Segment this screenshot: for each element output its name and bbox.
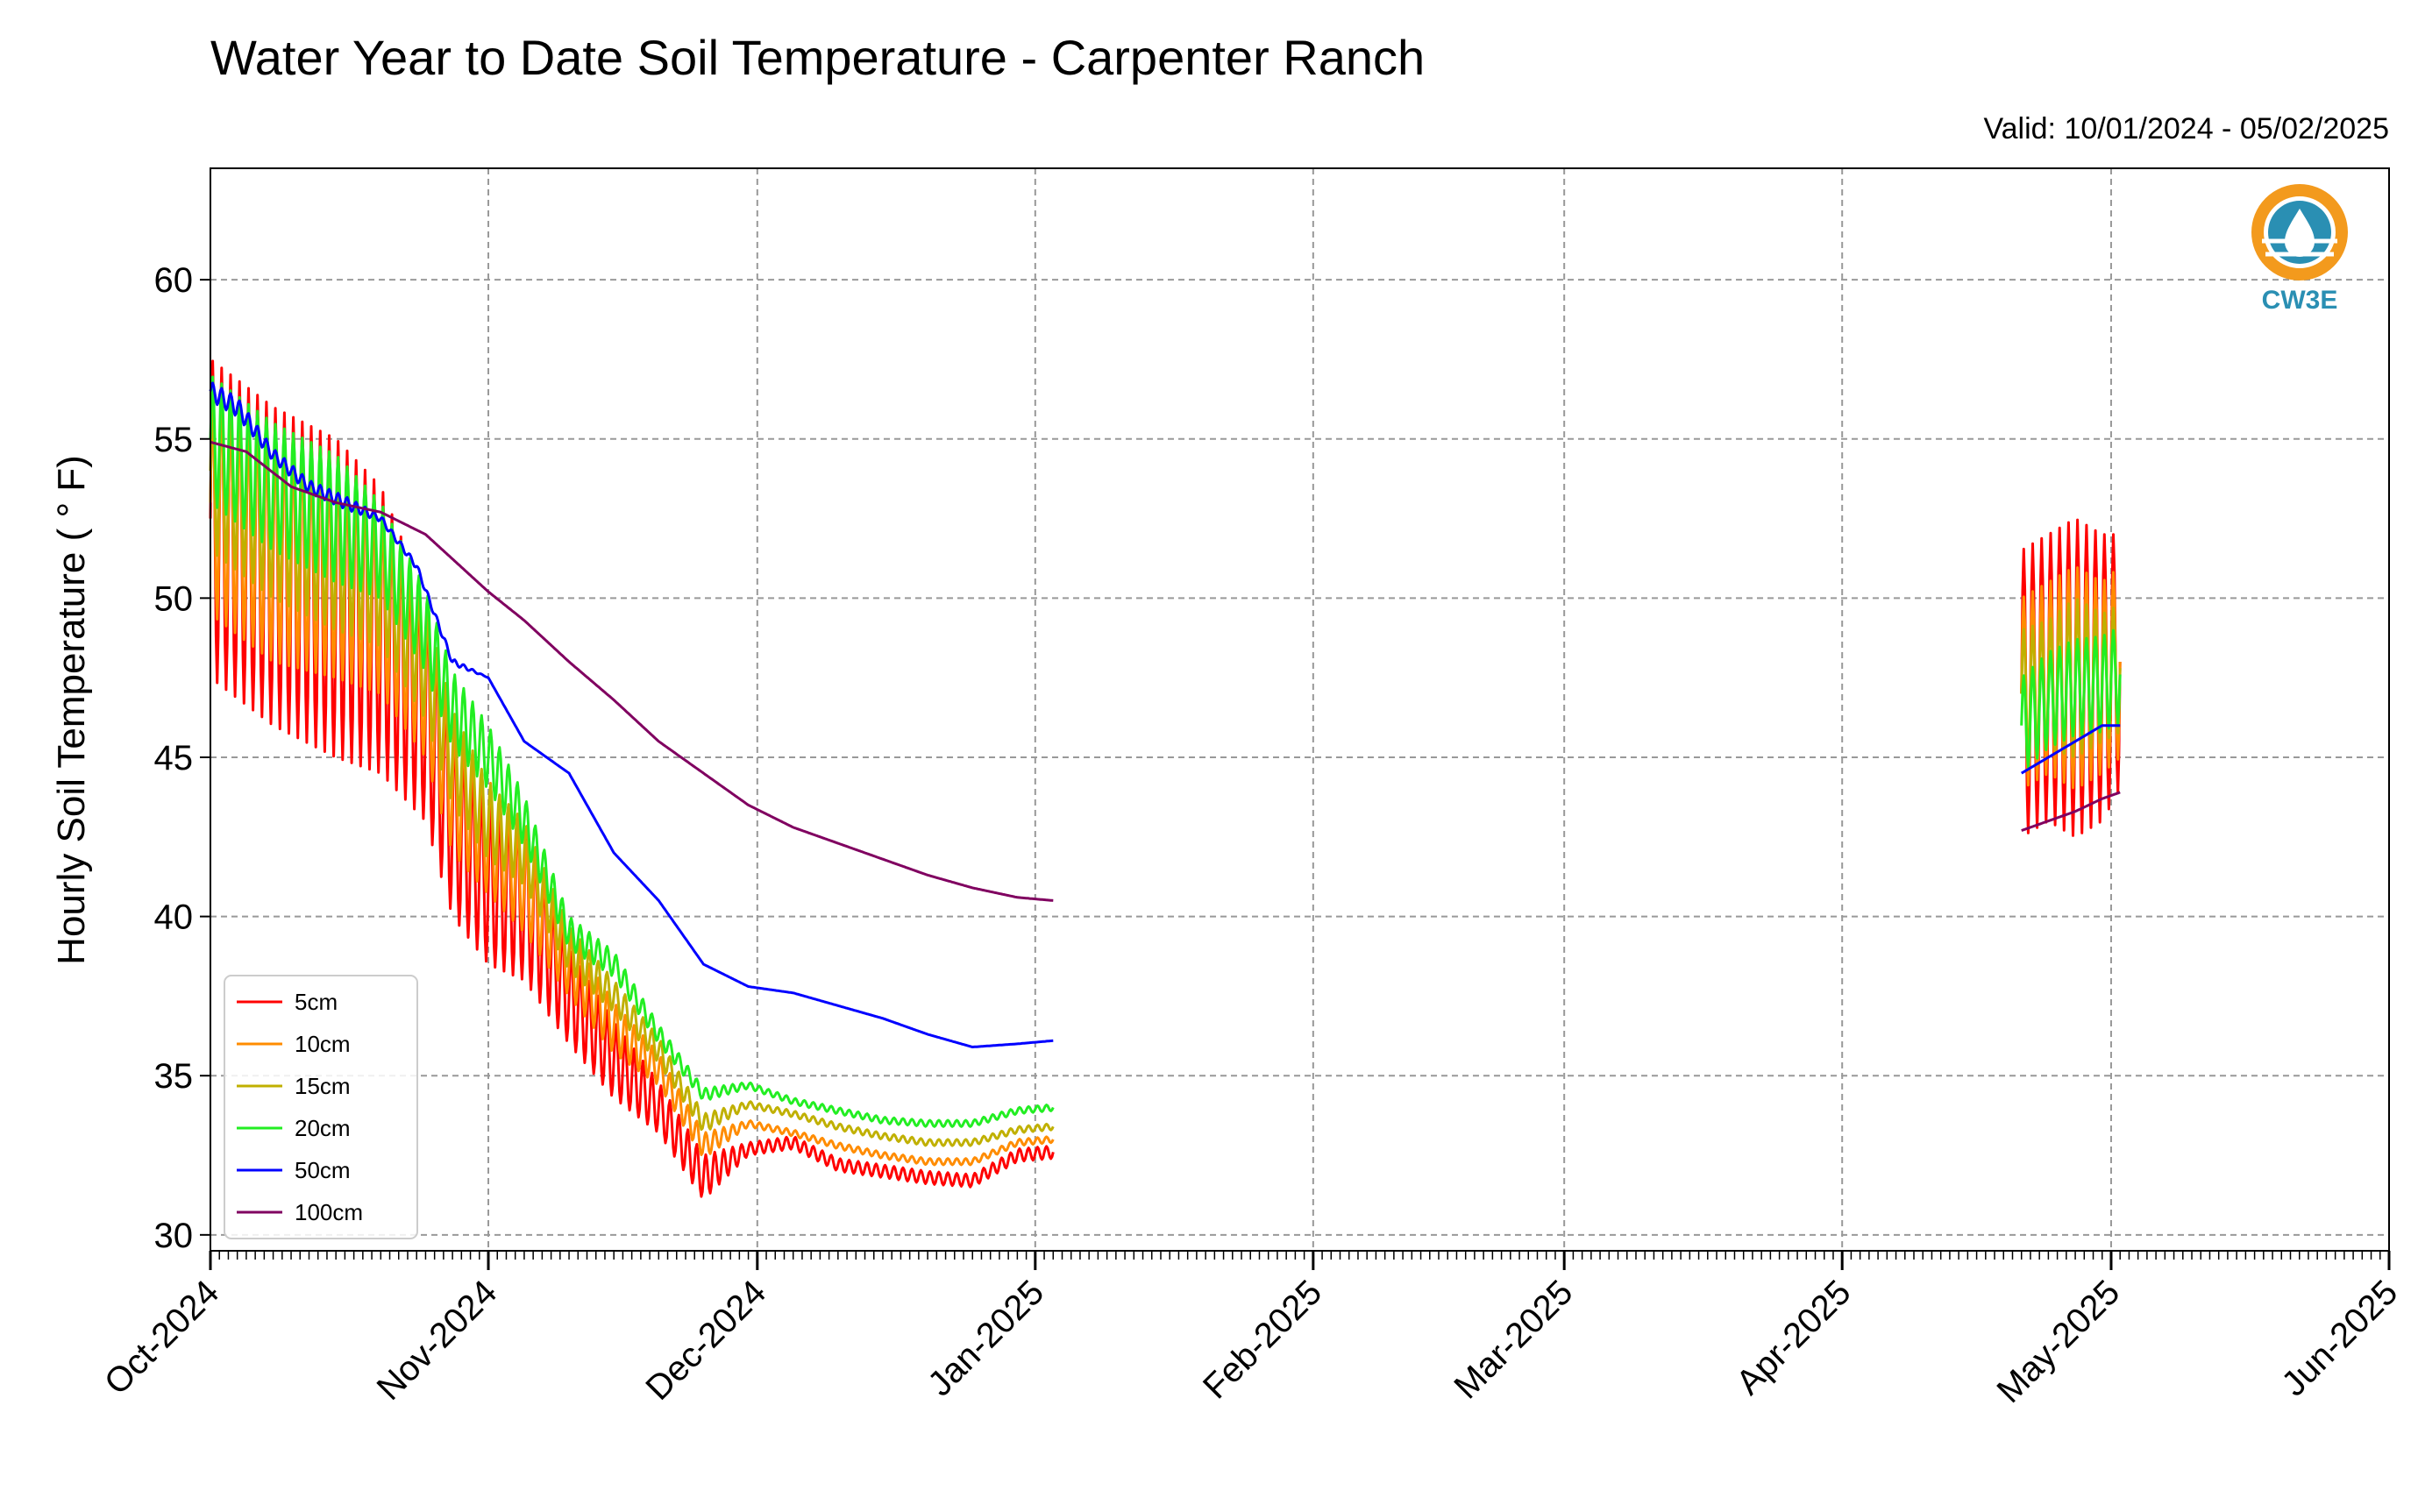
series-line-100cm	[210, 440, 1054, 902]
legend-label-50cm: 50cm	[295, 1157, 351, 1183]
x-tick-label: May-2025	[1989, 1273, 2127, 1410]
series-line-50cm	[209, 381, 1054, 1048]
y-tick-label: 45	[154, 739, 194, 777]
y-tick-label: 35	[154, 1057, 194, 1096]
x-minor-ticks	[210, 1251, 2390, 1260]
series-line-20cm	[209, 375, 1055, 1128]
legend-label-20cm: 20cm	[295, 1115, 351, 1141]
legend-label-10cm: 10cm	[295, 1031, 351, 1057]
x-tick-label: Jun-2025	[2274, 1273, 2405, 1403]
legend-label-5cm: 5cm	[295, 989, 338, 1015]
y-tick-label: 50	[154, 579, 194, 618]
legend-box	[224, 975, 418, 1239]
y-axis-label: Hourly Soil Temperature ( ° F)	[50, 455, 93, 965]
chart-title: Water Year to Date Soil Temperature - Ca…	[210, 30, 1425, 85]
x-tick-label: Mar-2025	[1447, 1273, 1580, 1406]
cw3e-logo: CW3E	[2251, 184, 2348, 315]
series-line-5cm	[209, 359, 1055, 1198]
logo-ring	[2251, 184, 2348, 280]
series-line-50cm	[2020, 724, 2121, 775]
legend-label-100cm: 100cm	[295, 1199, 363, 1225]
y-tick-label: 55	[154, 421, 194, 459]
series-line-10cm	[209, 391, 1055, 1167]
y-tick-label: 60	[154, 261, 194, 300]
legend-label-15cm: 15cm	[295, 1073, 351, 1099]
x-tick-label: Oct-2024	[97, 1273, 226, 1402]
x-tick-label: Feb-2025	[1196, 1273, 1329, 1406]
y-tick-label: 40	[154, 898, 194, 937]
chart-subtitle: Valid: 10/01/2024 - 05/02/2025	[1983, 112, 2389, 146]
x-tick-label: Nov-2024	[370, 1273, 505, 1408]
x-tick-label: Apr-2025	[1729, 1273, 1858, 1402]
legend: 5cm 10cm 15cm 20cm 50cm 100cm	[224, 975, 418, 1239]
water-drop-logo-icon	[2285, 209, 2315, 257]
series-line-15cm	[209, 391, 1055, 1147]
x-tick-label: Jan-2025	[921, 1273, 1051, 1403]
logo-text: CW3E	[2262, 286, 2338, 315]
series-line-100cm	[2021, 791, 2121, 832]
x-tick-label: Dec-2024	[638, 1273, 773, 1408]
y-tick-label: 30	[154, 1217, 194, 1255]
series-lines	[209, 359, 2122, 1198]
series-line-20cm	[2020, 628, 2122, 769]
x-axis-ticks: Oct-2024 Nov-2024 Dec-2024 Jan-2025 Feb-2025…	[97, 1251, 2405, 1410]
plot-frame	[210, 167, 2390, 1252]
y-axis-ticks: 30 35 40 45 50 55 60	[154, 261, 210, 1255]
